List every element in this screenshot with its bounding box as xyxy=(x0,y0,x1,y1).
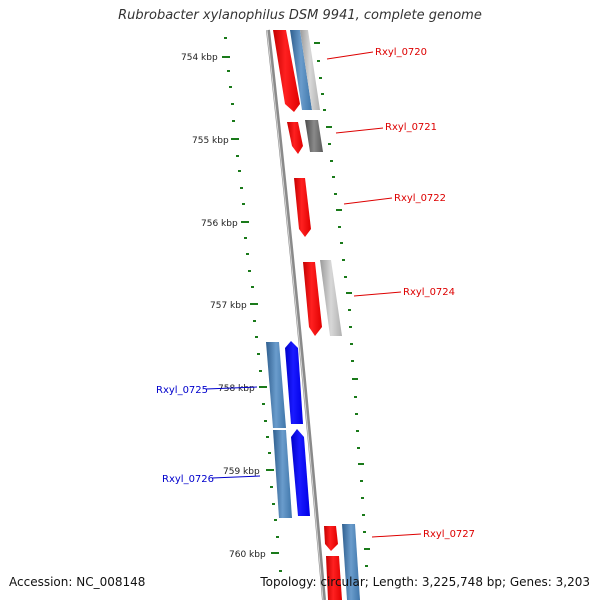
gene-rxyl-0727-cds[interactable] xyxy=(324,526,338,551)
kbp-major-ticks xyxy=(222,56,279,554)
gene-rxyl-0722-cds[interactable] xyxy=(294,178,311,237)
gene-rxyl-0721-gray-track[interactable] xyxy=(305,120,323,152)
gene-label-rxyl-0720[interactable]: Rxyl_0720 xyxy=(375,47,427,58)
gene-rxyl-0720-gray-track[interactable] xyxy=(300,30,320,110)
gene-label-rxyl-0727[interactable]: Rxyl_0727 xyxy=(423,529,475,540)
gene-label-rxyl-0722[interactable]: Rxyl_0722 xyxy=(394,193,446,204)
kbp-scale xyxy=(222,37,282,572)
kbp-dots xyxy=(224,37,282,572)
topology-label: Topology: circular; Length: 3,225,748 bp… xyxy=(260,575,590,589)
kbp-label-757: 757 kbp xyxy=(210,301,247,311)
gene-rxyl-0727-cds-2[interactable] xyxy=(326,556,342,600)
kbp-label-756: 756 kbp xyxy=(201,219,238,229)
gene-label-rxyl-0724[interactable]: Rxyl_0724 xyxy=(403,287,455,298)
right-scale xyxy=(314,42,370,567)
kbp-labels: 754 kbp 755 kbp 756 kbp 757 kbp 758 kbp … xyxy=(181,53,266,560)
kbp-label-759: 759 kbp xyxy=(223,467,260,477)
gene-label-rxyl-0725[interactable]: Rxyl_0725 xyxy=(156,385,208,396)
kbp-label-755: 755 kbp xyxy=(192,136,229,146)
kbp-label-760: 760 kbp xyxy=(229,550,266,560)
gene-rxyl-0724-cds[interactable] xyxy=(303,262,322,336)
gene-leader-lines xyxy=(205,51,422,538)
gene-rxyl-0721-cds[interactable] xyxy=(287,122,303,154)
gene-label-rxyl-0726[interactable]: Rxyl_0726 xyxy=(162,474,214,485)
accession-label: Accession: NC_008148 xyxy=(9,575,146,589)
genome-backbone-highlight xyxy=(266,29,324,600)
gene-label-rxyl-0721[interactable]: Rxyl_0721 xyxy=(385,122,437,133)
gene-rxyl-0724-gray-track[interactable] xyxy=(320,260,342,336)
map-title: Rubrobacter xylanophilus DSM 9941, compl… xyxy=(118,8,482,23)
gene-rxyl-0720-steel-track[interactable] xyxy=(290,30,312,110)
gene-rxyl-0725-steel-track[interactable] xyxy=(266,342,286,428)
gene-rxyl-0720-cds[interactable] xyxy=(273,30,300,112)
genome-backbone xyxy=(266,29,326,600)
gene-rxyl-0727-steel-track[interactable] xyxy=(342,524,360,600)
gene-labels: Rxyl_0720 Rxyl_0721 Rxyl_0722 Rxyl_0724 … xyxy=(156,47,475,540)
gene-features xyxy=(266,30,360,600)
gene-rxyl-0726-cds[interactable] xyxy=(291,429,310,516)
gene-rxyl-0726-steel-track[interactable] xyxy=(273,430,292,518)
kbp-label-754: 754 kbp xyxy=(181,53,218,63)
kbp-label-758: 758 kbp xyxy=(218,384,255,394)
gene-rxyl-0725-cds[interactable] xyxy=(285,341,303,424)
